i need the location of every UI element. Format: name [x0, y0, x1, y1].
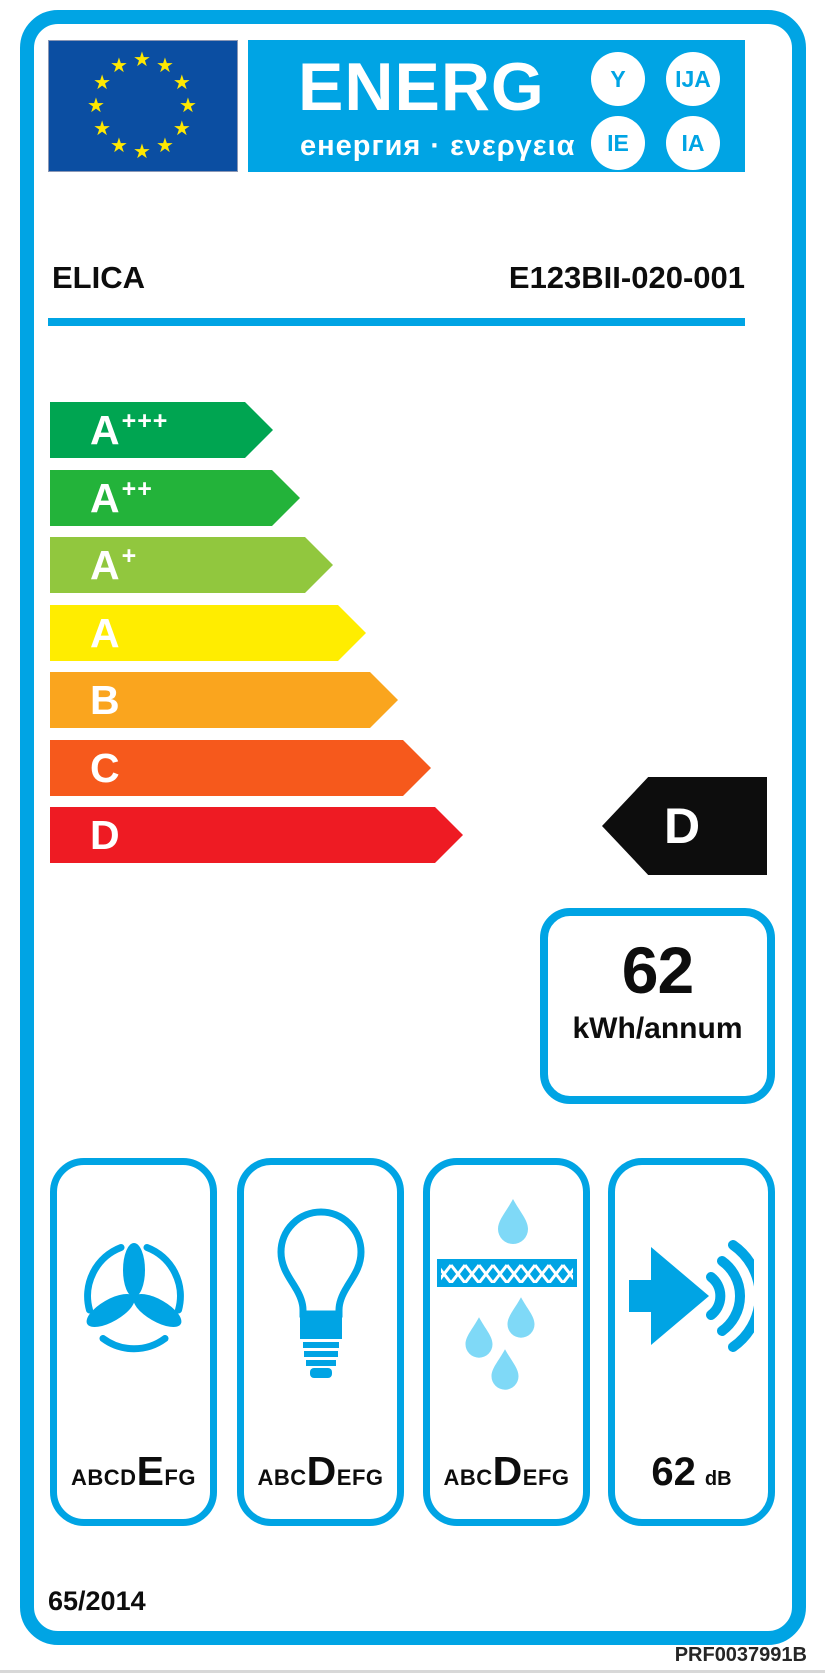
flag-star: ★ — [172, 118, 191, 140]
scale-arrow-d: D — [50, 807, 463, 863]
class-scale-prefix: ABC — [257, 1465, 307, 1490]
class-highlight: E — [136, 1448, 165, 1494]
energy-consumption-box: 62 kWh/annum — [540, 908, 775, 1104]
grease-filtering-efficiency-box: ABC D EFG — [423, 1158, 590, 1526]
scale-arrow-c: C — [50, 740, 431, 796]
class-scale-prefix: ABC — [443, 1465, 493, 1490]
lighting-efficiency-class: ABC D EFG — [257, 1448, 383, 1495]
flag-star: ★ — [156, 134, 174, 157]
energy-consumption-value: 62 — [621, 933, 694, 1007]
language-suffix-badge-ija: IJA — [666, 52, 720, 106]
regulation-number: 65/2014 — [48, 1586, 146, 1616]
scale-arrow-a+: A + — [50, 537, 333, 593]
noise-level-value: 62 dB — [651, 1450, 731, 1495]
flag-star: ★ — [93, 72, 112, 94]
language-suffix-badge-y: Y — [591, 52, 645, 106]
rating-arrow: D — [602, 777, 767, 875]
model-identifier: E123BII-020-001 — [508, 260, 745, 295]
speaker-icon — [629, 1177, 754, 1417]
energ-logo-band: ENERG енергия · ενεργεια Y IJA IE IA — [248, 40, 745, 172]
flag-star: ★ — [179, 95, 197, 117]
scale-arrow-b: B — [50, 672, 398, 728]
energy-label: ★ ★ ★ ★ ★ ★ ★ ★ ★ ★ ★ ★ ENERG енергия · ενεργεια Y … — [20, 10, 806, 1645]
language-suffix-badge-ie: IE — [591, 116, 645, 170]
fluid-dynamic-efficiency-class: ABCD E FG — [71, 1448, 196, 1495]
page-bottom-line — [0, 1670, 825, 1673]
energy-consumption-unit: kWh/annum — [572, 1012, 743, 1045]
filter-icon — [436, 1177, 577, 1417]
flag-star: ★ — [172, 72, 191, 94]
language-suffix-badge-ia: IA — [666, 116, 720, 170]
class-scale-prefix: ABCD — [71, 1465, 137, 1490]
class-scale-suffix: FG — [164, 1465, 196, 1490]
class-highlight: D — [492, 1448, 523, 1494]
flag-star: ★ — [156, 55, 174, 78]
fan-icon — [74, 1177, 194, 1417]
class-scale-suffix: EFG — [336, 1465, 384, 1490]
noise-db-unit: dB — [704, 1468, 732, 1490]
flag-star: ★ — [110, 134, 128, 157]
lighting-efficiency-box: ABC D EFG — [237, 1158, 404, 1526]
noise-db-value: 62 — [651, 1450, 696, 1494]
flag-star: ★ — [133, 49, 151, 71]
flag-star: ★ — [93, 118, 112, 140]
grease-filtering-efficiency-class: ABC D EFG — [443, 1448, 569, 1495]
flag-star: ★ — [110, 55, 128, 78]
flag-star: ★ — [87, 95, 105, 117]
eu-flag: ★ ★ ★ ★ ★ ★ ★ ★ ★ ★ ★ ★ — [48, 40, 238, 172]
energ-logo-text: ENERG — [298, 49, 545, 125]
supplier-name: ELICA — [52, 260, 145, 295]
flag-star: ★ — [133, 141, 151, 163]
class-scale-suffix: EFG — [522, 1465, 570, 1490]
scale-arrow-a+++: A +++ — [50, 402, 273, 458]
bulb-icon — [275, 1177, 367, 1417]
scale-arrow-a++: A ++ — [50, 470, 300, 526]
class-highlight: D — [306, 1448, 337, 1494]
scale-arrow-a: A — [50, 605, 366, 661]
energ-logo-subtext: енергия · ενεργεια — [300, 130, 576, 162]
header-divider — [48, 318, 745, 326]
fluid-dynamic-efficiency-box: ABCD E FG — [50, 1158, 217, 1526]
reference-code: PRF0037991B — [674, 1644, 807, 1666]
noise-level-box: 62 dB — [608, 1158, 775, 1526]
